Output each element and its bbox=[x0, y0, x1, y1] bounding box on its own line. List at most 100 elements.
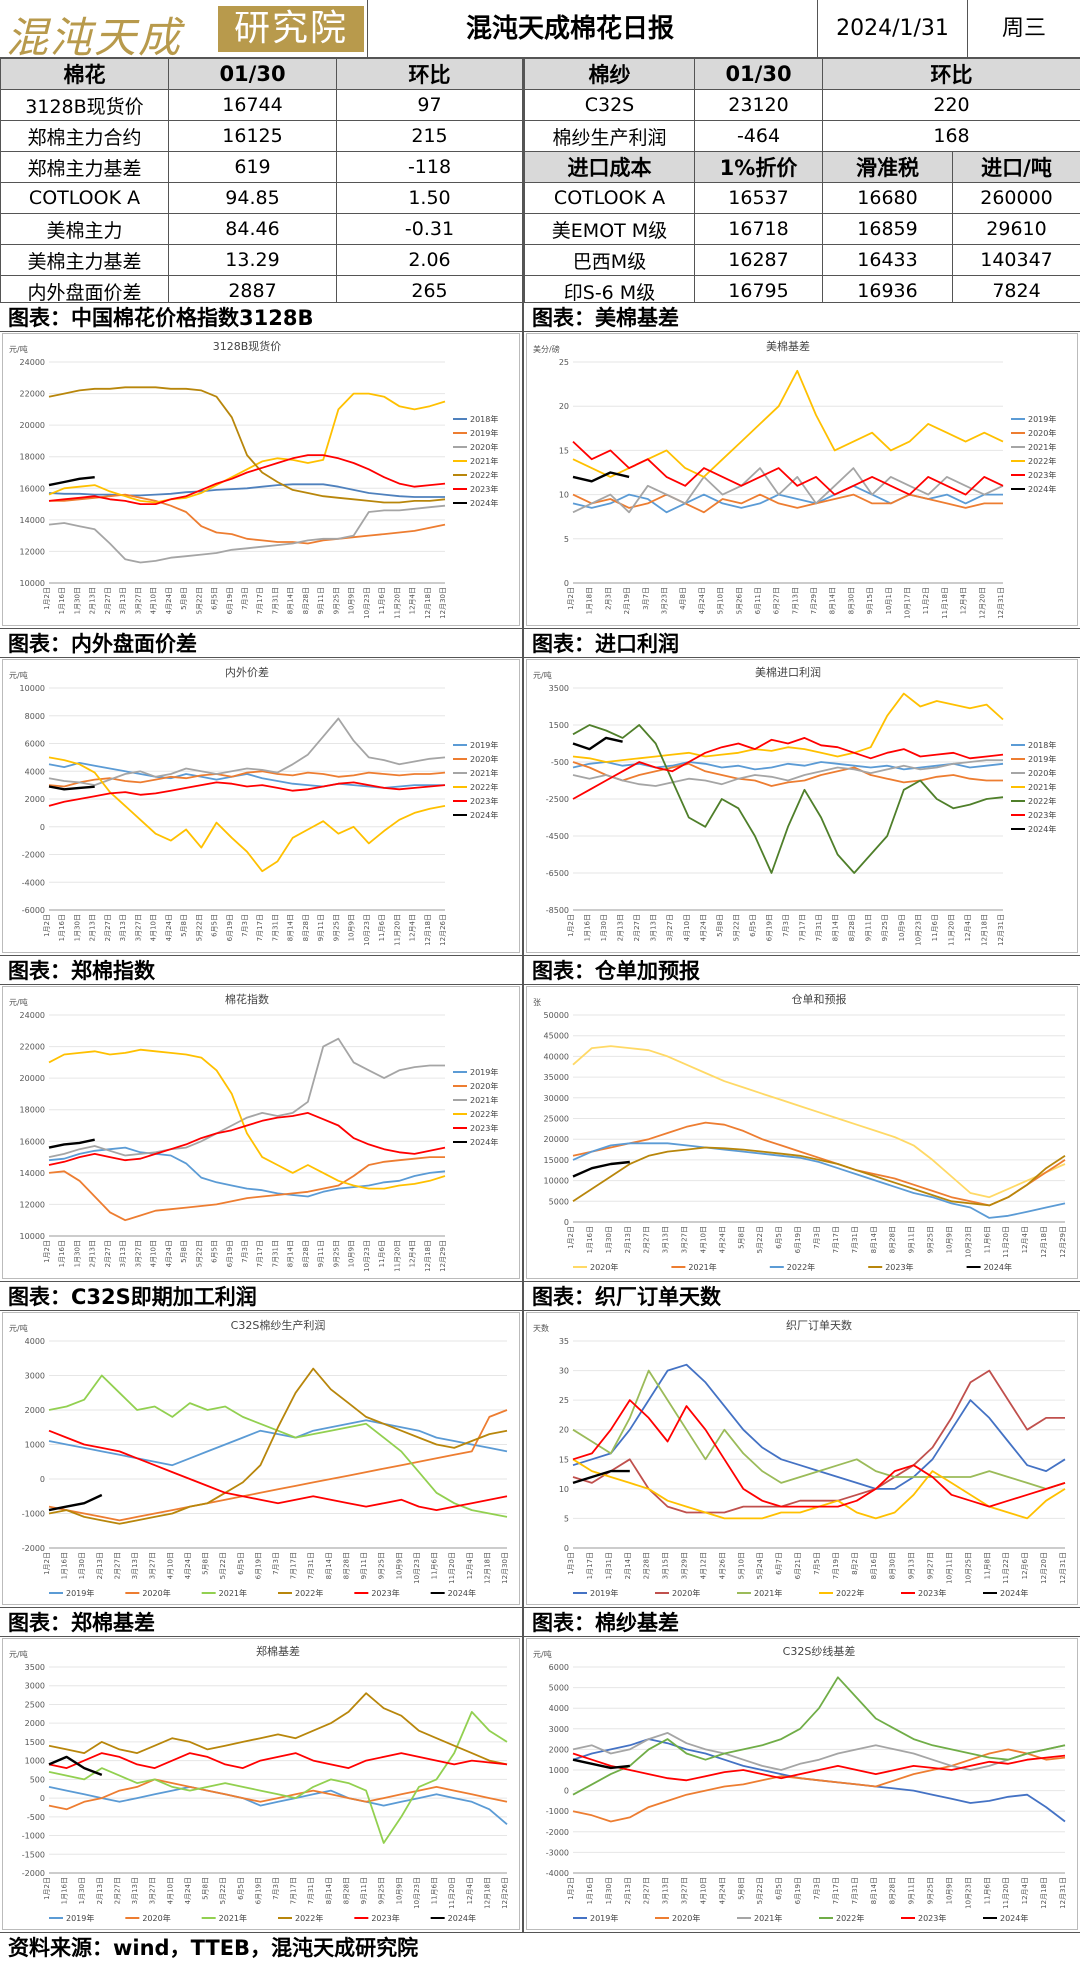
legend-label: 2021年 bbox=[470, 1095, 498, 1105]
x-tick-label: 11月20日 bbox=[448, 1552, 456, 1584]
x-tick-label: 4月10日 bbox=[683, 914, 691, 941]
x-tick-label: 7月31日 bbox=[851, 1226, 859, 1253]
x-tick-label: 7月3日 bbox=[782, 914, 790, 937]
section-title: 图表：郑棉基差 bbox=[0, 1607, 522, 1637]
x-tick-label: 7月13日 bbox=[791, 587, 799, 614]
chart-title: 3128B现货价 bbox=[213, 339, 282, 353]
row-value: 16537 bbox=[695, 183, 823, 214]
x-tick-label: 6月5日 bbox=[749, 914, 757, 937]
x-tick-label: 1月2日 bbox=[567, 587, 575, 610]
x-tick-label: 9月11日 bbox=[360, 1552, 368, 1579]
x-tick-label: 12月31日 bbox=[997, 587, 1005, 619]
x-tick-label: 12月4日 bbox=[466, 1552, 474, 1579]
x-tick-label: 5月8日 bbox=[737, 1877, 745, 1900]
x-tick-label: 7月3日 bbox=[241, 1240, 249, 1263]
x-tick-label: 1月3日 bbox=[567, 1552, 575, 1575]
legend-label: 2023年 bbox=[371, 1913, 399, 1923]
y-tick-label: 25 bbox=[559, 358, 569, 367]
y-tick-label: -1000 bbox=[546, 1807, 569, 1816]
x-tick-label: 3月27日 bbox=[149, 1877, 157, 1904]
series-line bbox=[573, 473, 629, 482]
x-tick-label: 3月15日 bbox=[662, 1552, 670, 1579]
x-tick-label: 8月14日 bbox=[829, 587, 837, 614]
x-tick-label: 3月13日 bbox=[119, 587, 127, 614]
row-label: 美棉主力基差 bbox=[1, 245, 169, 276]
x-tick-label: 2月27日 bbox=[104, 914, 112, 941]
y-tick-label: 3500 bbox=[549, 684, 569, 693]
x-tick-label: 3月13日 bbox=[131, 1552, 139, 1579]
x-tick-label: 10月9日 bbox=[898, 914, 906, 941]
y-tick-label: 1500 bbox=[549, 721, 569, 730]
x-tick-label: 3月7日 bbox=[642, 587, 650, 610]
report-title: 混沌天成棉花日报 bbox=[368, 0, 818, 58]
x-tick-label: 9月11日 bbox=[908, 1877, 916, 1904]
x-tick-label: 11月6日 bbox=[431, 1877, 439, 1904]
x-tick-label: 5月8日 bbox=[180, 914, 188, 937]
x-tick-label: 2月19日 bbox=[623, 587, 631, 614]
x-tick-label: 11月6日 bbox=[378, 914, 386, 941]
y-tick-label: 14000 bbox=[20, 516, 45, 525]
legend-label: 2021年 bbox=[688, 1262, 716, 1272]
x-tick-label: 11月22日 bbox=[1002, 1552, 1010, 1584]
x-tick-label: 4月24日 bbox=[184, 1552, 192, 1579]
x-tick-label: 11月20日 bbox=[947, 914, 955, 946]
chart-title: 内外价差 bbox=[225, 665, 269, 679]
legend-label: 2022年 bbox=[470, 470, 498, 480]
x-tick-label: 6月19日 bbox=[254, 1877, 262, 1904]
x-tick-label: 10月1日 bbox=[885, 587, 893, 614]
x-tick-label: 2月13日 bbox=[89, 587, 97, 614]
y-tick-label: -6500 bbox=[546, 869, 569, 878]
x-tick-label: 9月25日 bbox=[332, 587, 340, 614]
series-line bbox=[49, 1787, 507, 1824]
y-tick-label: -2000 bbox=[22, 1869, 45, 1878]
x-tick-label: 8月16日 bbox=[870, 1552, 878, 1579]
report-date: 2024/1/31 bbox=[818, 0, 968, 58]
series-line bbox=[573, 1123, 1065, 1206]
x-tick-label: 10月25日 bbox=[964, 1552, 972, 1584]
x-tick-label: 4月8日 bbox=[679, 587, 687, 610]
y-tick-label: 3000 bbox=[549, 1725, 569, 1734]
x-tick-label: 11月6日 bbox=[983, 1226, 991, 1253]
chart-title: 棉花指数 bbox=[225, 992, 269, 1006]
x-tick-label: 5月8日 bbox=[716, 914, 724, 937]
x-tick-label: 10月23日 bbox=[964, 1877, 972, 1909]
row-value: 16287 bbox=[695, 245, 823, 276]
x-tick-label: 3月27日 bbox=[681, 1226, 689, 1253]
y-tick-label: 2500 bbox=[25, 1700, 45, 1709]
x-tick-label: 8月14日 bbox=[832, 914, 840, 941]
series-line bbox=[49, 1495, 102, 1510]
y-tick-label: 10000 bbox=[544, 1177, 569, 1186]
x-tick-label: 3月27日 bbox=[134, 914, 142, 941]
x-tick-label: 10月9日 bbox=[945, 1877, 953, 1904]
x-tick-label: 10月9日 bbox=[395, 1552, 403, 1579]
x-tick-label: 12月4日 bbox=[409, 1240, 417, 1267]
x-tick-label: 5月26日 bbox=[735, 587, 743, 614]
x-tick-label: 8月14日 bbox=[325, 1877, 333, 1904]
legend-label: 2023年 bbox=[918, 1913, 946, 1923]
y-tick-label: -500 bbox=[551, 758, 569, 767]
row-value: 16125 bbox=[169, 121, 337, 152]
y-tick-label: 20 bbox=[559, 402, 569, 411]
row-label: COTLOOK A bbox=[1, 183, 169, 214]
legend-label: 2021年 bbox=[1028, 442, 1056, 452]
x-tick-label: 12月26日 bbox=[501, 1877, 509, 1909]
x-tick-label: 7月31日 bbox=[851, 1877, 859, 1904]
x-tick-label: 10月17日 bbox=[904, 587, 912, 619]
series-line bbox=[49, 1050, 445, 1189]
y-tick-label: 20000 bbox=[544, 1135, 569, 1144]
row-value: 619 bbox=[169, 152, 337, 183]
legend-label: 2019年 bbox=[66, 1913, 94, 1923]
x-tick-label: 10月23日 bbox=[964, 1226, 972, 1258]
x-tick-label: 4月10日 bbox=[699, 1877, 707, 1904]
y-tick-label: 50000 bbox=[544, 1011, 569, 1020]
x-tick-label: 2月27日 bbox=[113, 1552, 121, 1579]
x-tick-label: 1月30日 bbox=[78, 1877, 86, 1904]
x-tick-label: 6月19日 bbox=[226, 914, 234, 941]
